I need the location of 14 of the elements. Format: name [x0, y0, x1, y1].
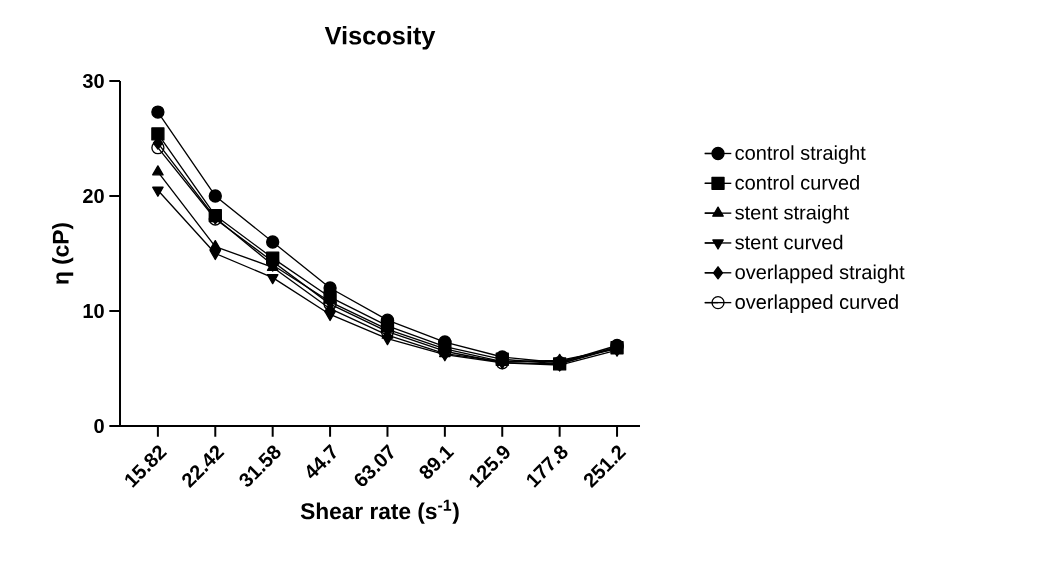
- legend-label: overlapped curved: [735, 294, 898, 313]
- chart-title: Viscosity: [324, 26, 436, 50]
- y-axis-title: η (cP): [52, 223, 74, 284]
- legend-label: stent straight: [735, 204, 849, 224]
- legend-label: overlapped straight: [735, 264, 905, 284]
- x-axis-title: Shear rate (s$^{-1}$): [300, 499, 459, 524]
- x-tick-label: 89.1: [419, 446, 455, 479]
- y-tick-label: 10: [83, 303, 104, 319]
- legend-label: stent curved: [735, 234, 843, 250]
- y-tick-label: 20: [83, 188, 104, 204]
- legend-label: control curved: [735, 175, 859, 190]
- y-tick-label: 30: [82, 73, 104, 89]
- legend-label: control straight: [735, 145, 866, 164]
- y-tick-label: 0: [94, 418, 104, 434]
